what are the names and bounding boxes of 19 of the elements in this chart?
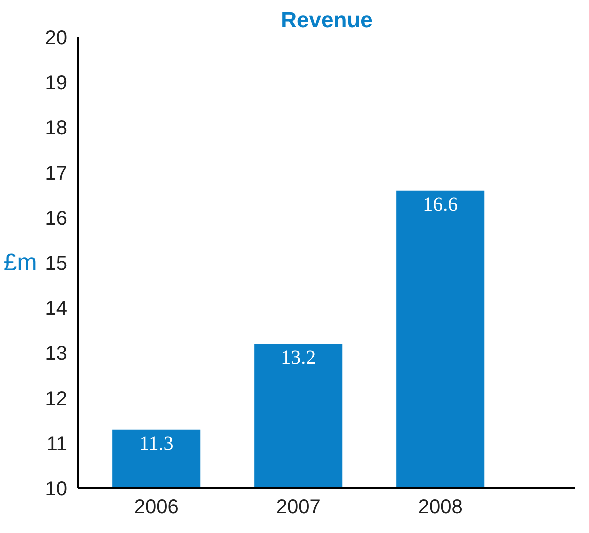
y-tick-label: 19 [45, 72, 68, 95]
y-tick-label: 16 [45, 208, 68, 230]
y-tick-label: 10 [45, 478, 68, 500]
data-label: 13.2 [281, 347, 316, 370]
data-label: 16.6 [423, 194, 458, 216]
data-label: 11.3 [139, 432, 174, 455]
x-tick-label: 2006 [134, 496, 179, 518]
y-tick-label: 18 [45, 118, 68, 140]
x-tick-label: 2007 [276, 496, 321, 518]
x-tick-label: 2008 [418, 496, 463, 518]
y-axis-title: £m [4, 250, 38, 276]
chart-title: Revenue [281, 8, 373, 32]
y-tick-label: 13 [45, 343, 68, 366]
y-tick-label: 12 [45, 388, 68, 410]
y-tick-label: 15 [45, 253, 68, 275]
y-tick-label: 17 [45, 162, 68, 185]
y-tick-label: 20 [45, 28, 68, 50]
y-tick-label: 11 [46, 433, 68, 456]
y-tick-label: 14 [45, 298, 68, 320]
